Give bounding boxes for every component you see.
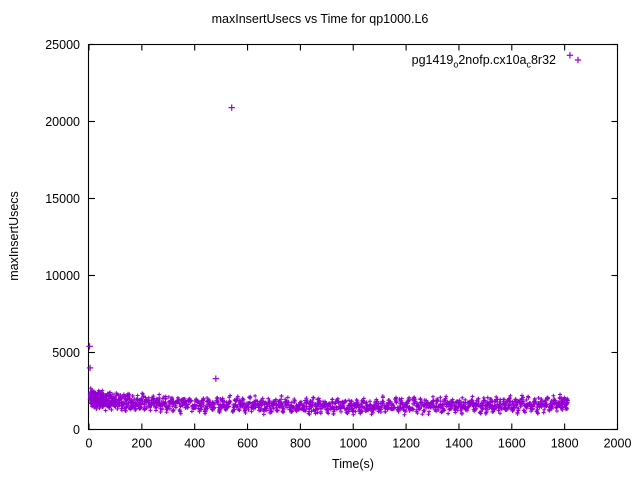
y-axis-ticks: 0 5000 10000 15000 20000 25000 — [45, 38, 618, 437]
x-tick-label: 1400 — [445, 437, 473, 451]
legend-label: pg1419o2nofp.cx10ac8r32 — [412, 53, 556, 70]
x-tick-label: 1800 — [551, 437, 579, 451]
y-tick-label: 20000 — [45, 115, 80, 129]
x-tick-label: 1000 — [339, 437, 367, 451]
y-axis-title: maxInsertUsecs — [7, 191, 21, 281]
y-tick-label: 5000 — [52, 346, 80, 360]
y-tick-label: 25000 — [45, 38, 80, 52]
x-tick-label: 2000 — [604, 437, 632, 451]
y-tick-label: 10000 — [45, 269, 80, 283]
legend-marker-plus — [574, 56, 582, 64]
data-series-points — [86, 52, 574, 417]
x-tick-label: 600 — [237, 437, 258, 451]
y-tick-label: 0 — [73, 423, 80, 437]
plot-border — [87, 43, 619, 431]
x-tick-label: 1600 — [498, 437, 526, 451]
x-tick-label: 1200 — [392, 437, 420, 451]
x-axis-ticks: 0 200 400 600 800 1000 1200 1400 1600 1800 2000 — [86, 44, 632, 451]
chart-title: maxInsertUsecs vs Time for qp1000.L6 — [212, 12, 429, 26]
x-tick-label: 400 — [184, 437, 205, 451]
y-tick-label: 15000 — [45, 192, 80, 206]
legend: pg1419o2nofp.cx10ac8r32 — [412, 53, 582, 70]
x-tick-label: 800 — [290, 437, 311, 451]
x-tick-label: 0 — [86, 437, 93, 451]
x-axis-title: Time(s) — [332, 457, 374, 471]
x-tick-label: 200 — [131, 437, 152, 451]
